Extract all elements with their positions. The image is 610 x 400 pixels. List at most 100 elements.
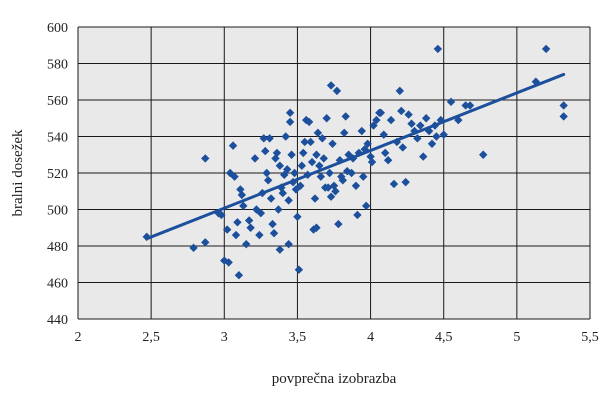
data-point	[427, 139, 437, 148]
data-point	[369, 121, 378, 130]
data-point	[312, 150, 321, 159]
data-point	[304, 117, 314, 127]
data-point	[360, 145, 369, 154]
data-point	[303, 170, 312, 180]
data-point	[297, 161, 307, 170]
data-point	[432, 132, 441, 141]
data-point	[223, 225, 232, 234]
data-point	[285, 108, 295, 117]
data-point	[446, 97, 456, 107]
data-point	[407, 119, 416, 128]
data-point	[287, 150, 296, 159]
data-point	[322, 114, 331, 123]
data-point	[261, 146, 270, 156]
data-point	[372, 115, 381, 125]
data-point	[310, 194, 320, 203]
data-point	[290, 168, 299, 178]
y-tick-label: 480	[47, 240, 68, 255]
data-point	[392, 137, 402, 147]
data-point	[230, 172, 239, 181]
x-tick-label: 5,5	[581, 330, 599, 345]
data-point	[266, 194, 276, 203]
data-point	[281, 132, 290, 141]
data-point	[332, 86, 342, 96]
data-point	[461, 101, 470, 110]
data-point	[436, 115, 445, 125]
data-point	[201, 238, 210, 247]
data-point	[348, 154, 358, 163]
data-point	[344, 150, 353, 159]
data-point	[275, 245, 285, 254]
data-point	[293, 212, 302, 221]
x-tick-label: 3,5	[289, 330, 307, 345]
data-point	[300, 137, 309, 147]
data-point	[389, 179, 399, 189]
data-point	[379, 130, 388, 139]
data-point	[395, 86, 405, 96]
x-tick-label: 2,5	[142, 330, 160, 345]
data-point	[376, 108, 386, 117]
data-point	[244, 216, 254, 225]
data-point	[252, 205, 261, 214]
data-point	[255, 230, 264, 240]
y-tick-label: 600	[47, 21, 68, 36]
data-point	[274, 205, 283, 214]
data-point	[284, 239, 293, 249]
data-point	[282, 165, 292, 174]
data-point	[383, 156, 393, 165]
data-point	[246, 223, 255, 232]
data-point	[416, 121, 425, 130]
data-point	[265, 134, 274, 143]
y-tick-label: 520	[47, 167, 68, 182]
y-axis-title: bralni dosežek	[10, 129, 26, 217]
x-tick-label: 4,5	[435, 330, 453, 345]
data-point	[326, 192, 336, 201]
y-tick-label: 500	[47, 204, 68, 219]
data-point	[410, 126, 419, 136]
data-point	[479, 150, 488, 159]
data-point	[363, 139, 372, 148]
x-tick-labels: 2 2,5 3 3,5 4 4,5 5 5,5	[75, 330, 599, 345]
data-point	[328, 139, 337, 148]
data-point	[325, 168, 334, 178]
data-point	[341, 112, 350, 121]
data-point	[315, 161, 324, 170]
y-tick-label: 460	[47, 277, 68, 292]
data-points	[142, 44, 568, 280]
x-tick-label: 4	[367, 330, 374, 345]
data-point	[234, 271, 244, 280]
data-point	[404, 110, 413, 119]
data-point	[250, 154, 260, 163]
data-point	[239, 201, 248, 211]
data-point	[280, 170, 289, 180]
data-point	[294, 265, 304, 274]
data-point	[531, 77, 541, 86]
data-point	[285, 117, 295, 127]
data-point	[225, 168, 235, 178]
data-point	[272, 148, 282, 158]
data-point	[326, 81, 336, 90]
data-point	[278, 188, 287, 198]
data-point	[413, 134, 422, 143]
data-point	[231, 230, 241, 240]
data-point	[318, 134, 327, 143]
data-point	[307, 157, 317, 167]
data-point	[357, 126, 366, 136]
y-tick-label: 440	[47, 313, 68, 328]
data-point	[559, 101, 568, 110]
data-point	[397, 106, 406, 116]
data-point	[433, 44, 443, 54]
x-tick-label: 2	[75, 330, 82, 345]
data-point	[189, 243, 198, 253]
data-point	[224, 258, 233, 267]
data-point	[228, 141, 238, 150]
data-point	[340, 128, 349, 138]
data-point	[306, 137, 315, 147]
data-point	[401, 177, 410, 187]
data-point	[381, 148, 390, 158]
data-point	[259, 134, 268, 143]
x-tick-label: 5	[513, 330, 520, 345]
data-point	[316, 172, 326, 181]
y-tick-label: 560	[47, 94, 68, 109]
